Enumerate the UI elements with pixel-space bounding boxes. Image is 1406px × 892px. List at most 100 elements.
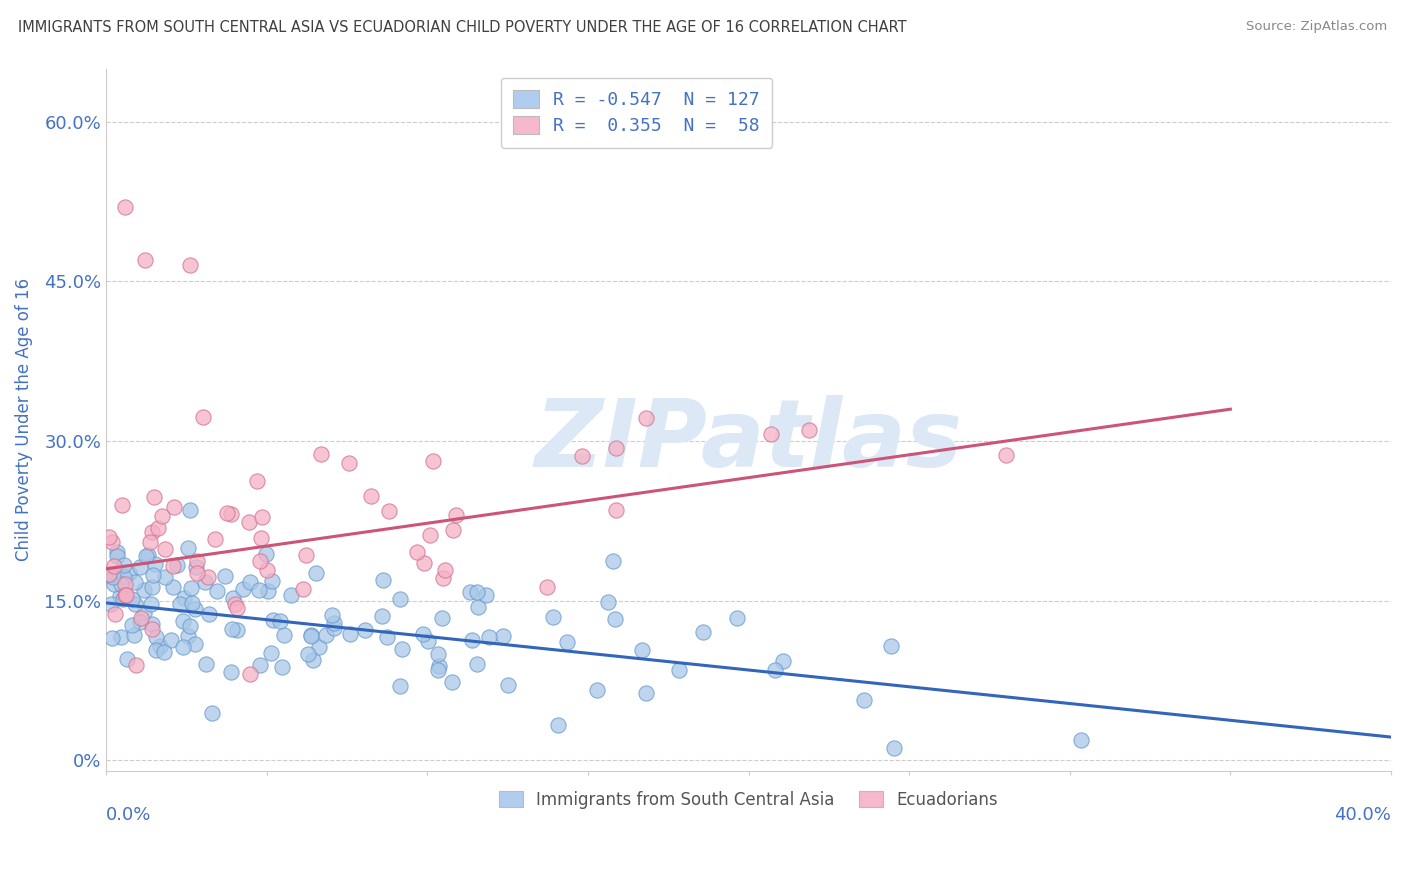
Point	[111, 499, 134, 513]
Point	[221, 665, 243, 679]
Point	[105, 549, 128, 563]
Point	[222, 591, 245, 606]
Point	[322, 616, 344, 631]
Point	[153, 542, 176, 557]
Point	[280, 588, 302, 602]
Point	[110, 630, 132, 644]
Point	[247, 582, 270, 597]
Point	[249, 657, 271, 672]
Point	[139, 535, 162, 549]
Point	[541, 610, 564, 624]
Point	[177, 541, 200, 555]
Point	[194, 657, 217, 672]
Point	[602, 554, 624, 568]
Point	[772, 654, 794, 668]
Point	[186, 566, 208, 581]
Point	[467, 600, 489, 615]
Point	[249, 554, 271, 568]
Point	[465, 585, 488, 599]
Point	[571, 450, 593, 464]
Point	[194, 574, 217, 589]
Point	[250, 531, 273, 545]
Point	[238, 515, 260, 529]
Point	[262, 574, 284, 589]
Point	[135, 549, 157, 563]
Point	[183, 638, 205, 652]
Point	[162, 580, 184, 594]
Point	[101, 534, 124, 549]
Point	[179, 259, 201, 273]
Point	[461, 633, 484, 648]
Point	[153, 645, 176, 659]
Point	[224, 597, 246, 611]
Point	[143, 557, 166, 571]
Point	[114, 577, 136, 591]
Point	[434, 563, 457, 577]
Point	[204, 533, 226, 547]
Point	[432, 571, 454, 585]
Point	[412, 627, 434, 641]
Point	[104, 607, 127, 622]
Point	[103, 559, 125, 574]
Y-axis label: Child Poverty Under the Age of 16: Child Poverty Under the Age of 16	[15, 278, 32, 561]
Point	[585, 683, 607, 698]
Point	[299, 628, 322, 642]
Point	[269, 614, 291, 628]
Point	[150, 508, 173, 523]
Point	[416, 634, 439, 648]
Point	[309, 447, 332, 461]
Point	[153, 569, 176, 583]
Point	[183, 601, 205, 615]
Point	[262, 613, 284, 627]
Point	[339, 627, 361, 641]
Point	[197, 570, 219, 584]
Point	[221, 622, 243, 636]
Point	[141, 616, 163, 631]
Point	[131, 611, 153, 625]
Point	[141, 622, 163, 636]
Point	[149, 639, 172, 653]
Point	[134, 253, 156, 268]
Point	[191, 410, 214, 425]
Point	[125, 657, 148, 672]
Point	[321, 608, 343, 623]
Point	[426, 663, 449, 677]
Point	[557, 634, 579, 648]
Point	[238, 666, 260, 681]
Point	[799, 423, 821, 437]
Point	[172, 640, 194, 654]
Point	[124, 598, 146, 612]
Point	[371, 608, 394, 623]
Point	[883, 740, 905, 755]
Point	[145, 643, 167, 657]
Point	[391, 641, 413, 656]
Point	[214, 569, 236, 583]
Point	[254, 547, 277, 561]
Point	[176, 629, 198, 643]
Point	[146, 521, 169, 535]
Point	[201, 706, 224, 720]
Point	[995, 448, 1018, 462]
Point	[446, 508, 468, 522]
Point	[105, 545, 128, 559]
Point	[475, 588, 498, 602]
Point	[110, 577, 132, 591]
Point	[430, 611, 453, 625]
Point	[118, 566, 141, 580]
Point	[219, 507, 242, 521]
Text: Source: ZipAtlas.com: Source: ZipAtlas.com	[1247, 20, 1388, 33]
Point	[389, 679, 412, 693]
Point	[141, 568, 163, 582]
Point	[205, 584, 228, 599]
Point	[378, 503, 401, 517]
Point	[375, 631, 398, 645]
Point	[134, 606, 156, 620]
Point	[197, 607, 219, 621]
Point	[179, 503, 201, 517]
Point	[496, 678, 519, 692]
Point	[257, 584, 280, 599]
Point	[173, 591, 195, 606]
Point	[128, 615, 150, 629]
Point	[880, 639, 903, 653]
Point	[143, 490, 166, 504]
